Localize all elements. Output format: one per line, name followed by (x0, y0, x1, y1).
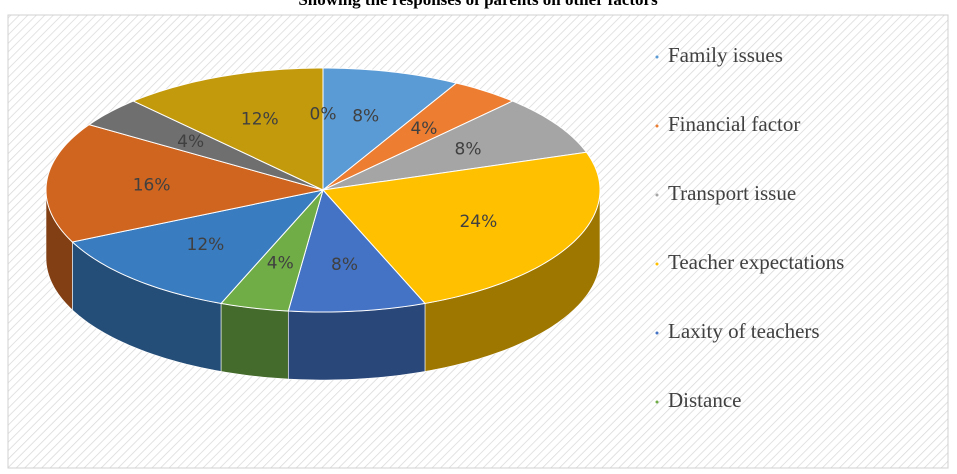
data-label: 12% (241, 110, 279, 130)
legend-marker (655, 331, 659, 335)
legend-label: Teacher expectations (668, 250, 844, 274)
legend-marker (655, 55, 659, 59)
data-label: 24% (459, 212, 497, 232)
data-label: 4% (267, 253, 294, 273)
data-label: 4% (177, 132, 204, 152)
legend-label: Transport issue (668, 181, 796, 205)
slice (322, 151, 601, 304)
data-label: 8% (455, 139, 482, 159)
slice (322, 67, 458, 192)
legend-marker (655, 400, 659, 404)
data-label: 8% (331, 255, 358, 275)
legend-label: Laxity of teachers (668, 319, 820, 343)
data-label: 12% (187, 235, 225, 255)
slice (322, 82, 514, 191)
chart-title: Showing the responses of parents on othe… (298, 0, 658, 9)
legend-label: Family issues (668, 43, 783, 67)
data-label: 8% (352, 107, 379, 127)
slice-side (287, 303, 426, 381)
slice (220, 189, 324, 312)
legend-marker (655, 262, 659, 266)
slice (287, 188, 426, 313)
slice (45, 124, 324, 243)
slice-side (220, 303, 289, 380)
legend-label: Financial factor (668, 112, 800, 136)
legend-marker (655, 193, 659, 197)
slice (71, 189, 325, 304)
data-label: 16% (133, 175, 171, 195)
slice (132, 67, 324, 191)
legend-label: Distance (668, 388, 741, 412)
legend-marker (655, 124, 659, 128)
data-label: 0% (310, 104, 337, 124)
data-label: 4% (410, 119, 437, 139)
slice (87, 100, 324, 191)
slice (322, 100, 588, 191)
